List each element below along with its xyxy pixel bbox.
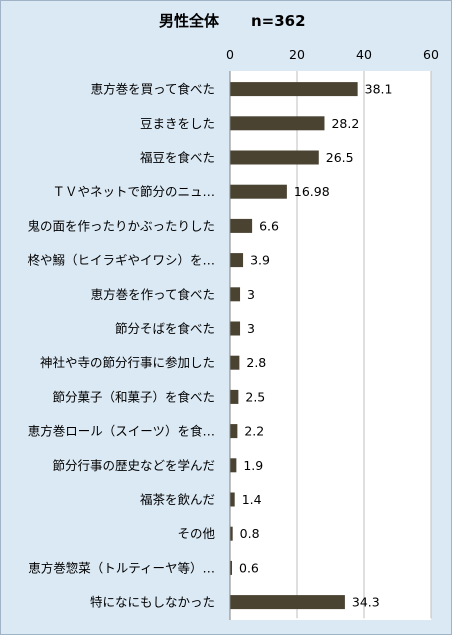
category-label: 恵方巻ロール（スイーツ）を食… xyxy=(28,424,215,439)
value-label: 6.6 xyxy=(259,218,279,233)
value-label: 1.4 xyxy=(242,492,262,507)
bar xyxy=(230,526,233,541)
value-label: 28.2 xyxy=(331,116,359,131)
x-tick-label: 60 xyxy=(423,47,439,62)
category-label: 節分そばを食べた xyxy=(115,321,215,336)
bars xyxy=(230,82,358,610)
category-label: 豆まきをした xyxy=(140,116,215,131)
value-label: 38.1 xyxy=(365,82,393,97)
bar xyxy=(230,389,239,404)
bar xyxy=(230,424,238,439)
bar xyxy=(230,253,244,268)
x-tick-label: 40 xyxy=(356,47,372,62)
chart-title: 男性全体 xyxy=(159,12,220,30)
category-label: 恵方巻惣菜（トルティーヤ等）… xyxy=(28,560,215,575)
category-label: その他 xyxy=(177,526,215,541)
bar xyxy=(230,595,345,610)
bar xyxy=(230,82,358,97)
category-label: ＴＶやネットで節分のニュ… xyxy=(52,184,215,199)
value-label: 34.3 xyxy=(352,595,380,610)
bar xyxy=(230,184,287,199)
bar xyxy=(230,218,253,233)
bar xyxy=(230,321,241,336)
x-axis-ticks: 0 20 40 60 xyxy=(226,47,439,62)
value-label: 2.2 xyxy=(244,424,264,439)
value-label: 0.8 xyxy=(240,526,260,541)
category-label: 恵方巻を買って食べた xyxy=(91,82,215,97)
bar xyxy=(230,355,240,370)
bar xyxy=(230,116,325,131)
category-label: 福豆を食べた xyxy=(140,150,215,165)
x-tick-label: 20 xyxy=(289,47,305,62)
category-label: 柊や鰯（ヒイラギやイワシ）を… xyxy=(27,253,215,268)
category-label: 節分行事の歴史などを学んだ xyxy=(52,458,215,473)
x-tick-label: 0 xyxy=(226,47,234,62)
bar xyxy=(230,492,235,507)
value-label: 3 xyxy=(247,287,255,302)
category-label: 特になにもしなかった xyxy=(90,595,215,610)
category-label: 節分菓子（和菓子）を食べた xyxy=(52,389,215,404)
value-label: 2.5 xyxy=(245,389,265,404)
value-label: 3 xyxy=(247,321,255,336)
category-label: 神社や寺の節分行事に参加した xyxy=(40,355,215,370)
bar xyxy=(230,287,241,302)
value-label: 3.9 xyxy=(250,253,270,268)
value-label: 2.8 xyxy=(246,355,266,370)
category-label: 福茶を飲んだ xyxy=(140,492,215,507)
bar xyxy=(230,150,319,165)
bar xyxy=(230,458,237,473)
category-label: 鬼の面を作ったりかぶったりした xyxy=(27,218,215,233)
value-label: 1.9 xyxy=(243,458,263,473)
bar xyxy=(230,560,233,575)
value-label: 16.98 xyxy=(294,184,330,199)
category-label: 恵方巻を作って食べた xyxy=(91,287,215,302)
value-label: 0.6 xyxy=(239,560,259,575)
chart-subtitle: n=362 xyxy=(251,12,306,30)
value-label: 26.5 xyxy=(326,150,354,165)
value-labels: 38.1 28.2 26.5 16.98 6.6 3.9 3 3 2.8 2.5 2.2 1.9 1.4… xyxy=(239,82,392,610)
